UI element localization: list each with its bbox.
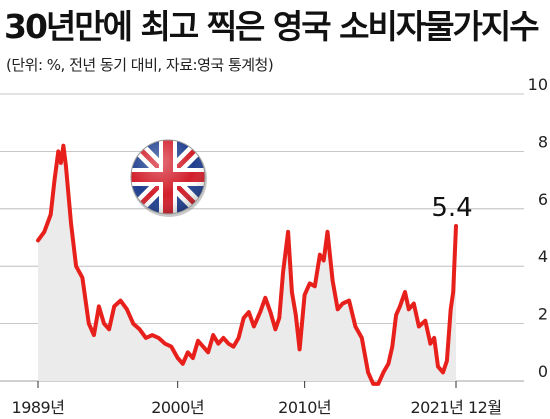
area-fill [38, 145, 456, 384]
chart-subtitle: (단위: %, 전년 동기 대비, 자료:영국 통계청) [6, 56, 274, 74]
y-tick-label: 8 [538, 132, 548, 151]
y-tick-label: 0 [538, 362, 548, 381]
y-tick-label: 4 [538, 247, 548, 266]
series-line [36, 143, 458, 386]
x-tick-label: 2021년 12월 [410, 398, 501, 417]
y-axis: 0 2 4 6 8 10 [528, 75, 548, 381]
x-axis: 1989년 2000년 2010년 2021년 12월 [12, 381, 502, 417]
y-tick-label: 2 [538, 305, 548, 324]
latest-value-label: 5.4 [431, 193, 472, 223]
uk-flag-icon [130, 139, 207, 217]
x-tick-label: 2010년 [278, 398, 331, 417]
y-tick-label: 10 [528, 75, 548, 94]
x-tick-label: 1989년 [12, 398, 65, 417]
y-tick-label: 6 [538, 190, 548, 209]
chart-title: 30년만에 최고 찍은 영국 소비자물가지수 [4, 7, 540, 46]
x-tick-label: 2000년 [151, 398, 204, 417]
